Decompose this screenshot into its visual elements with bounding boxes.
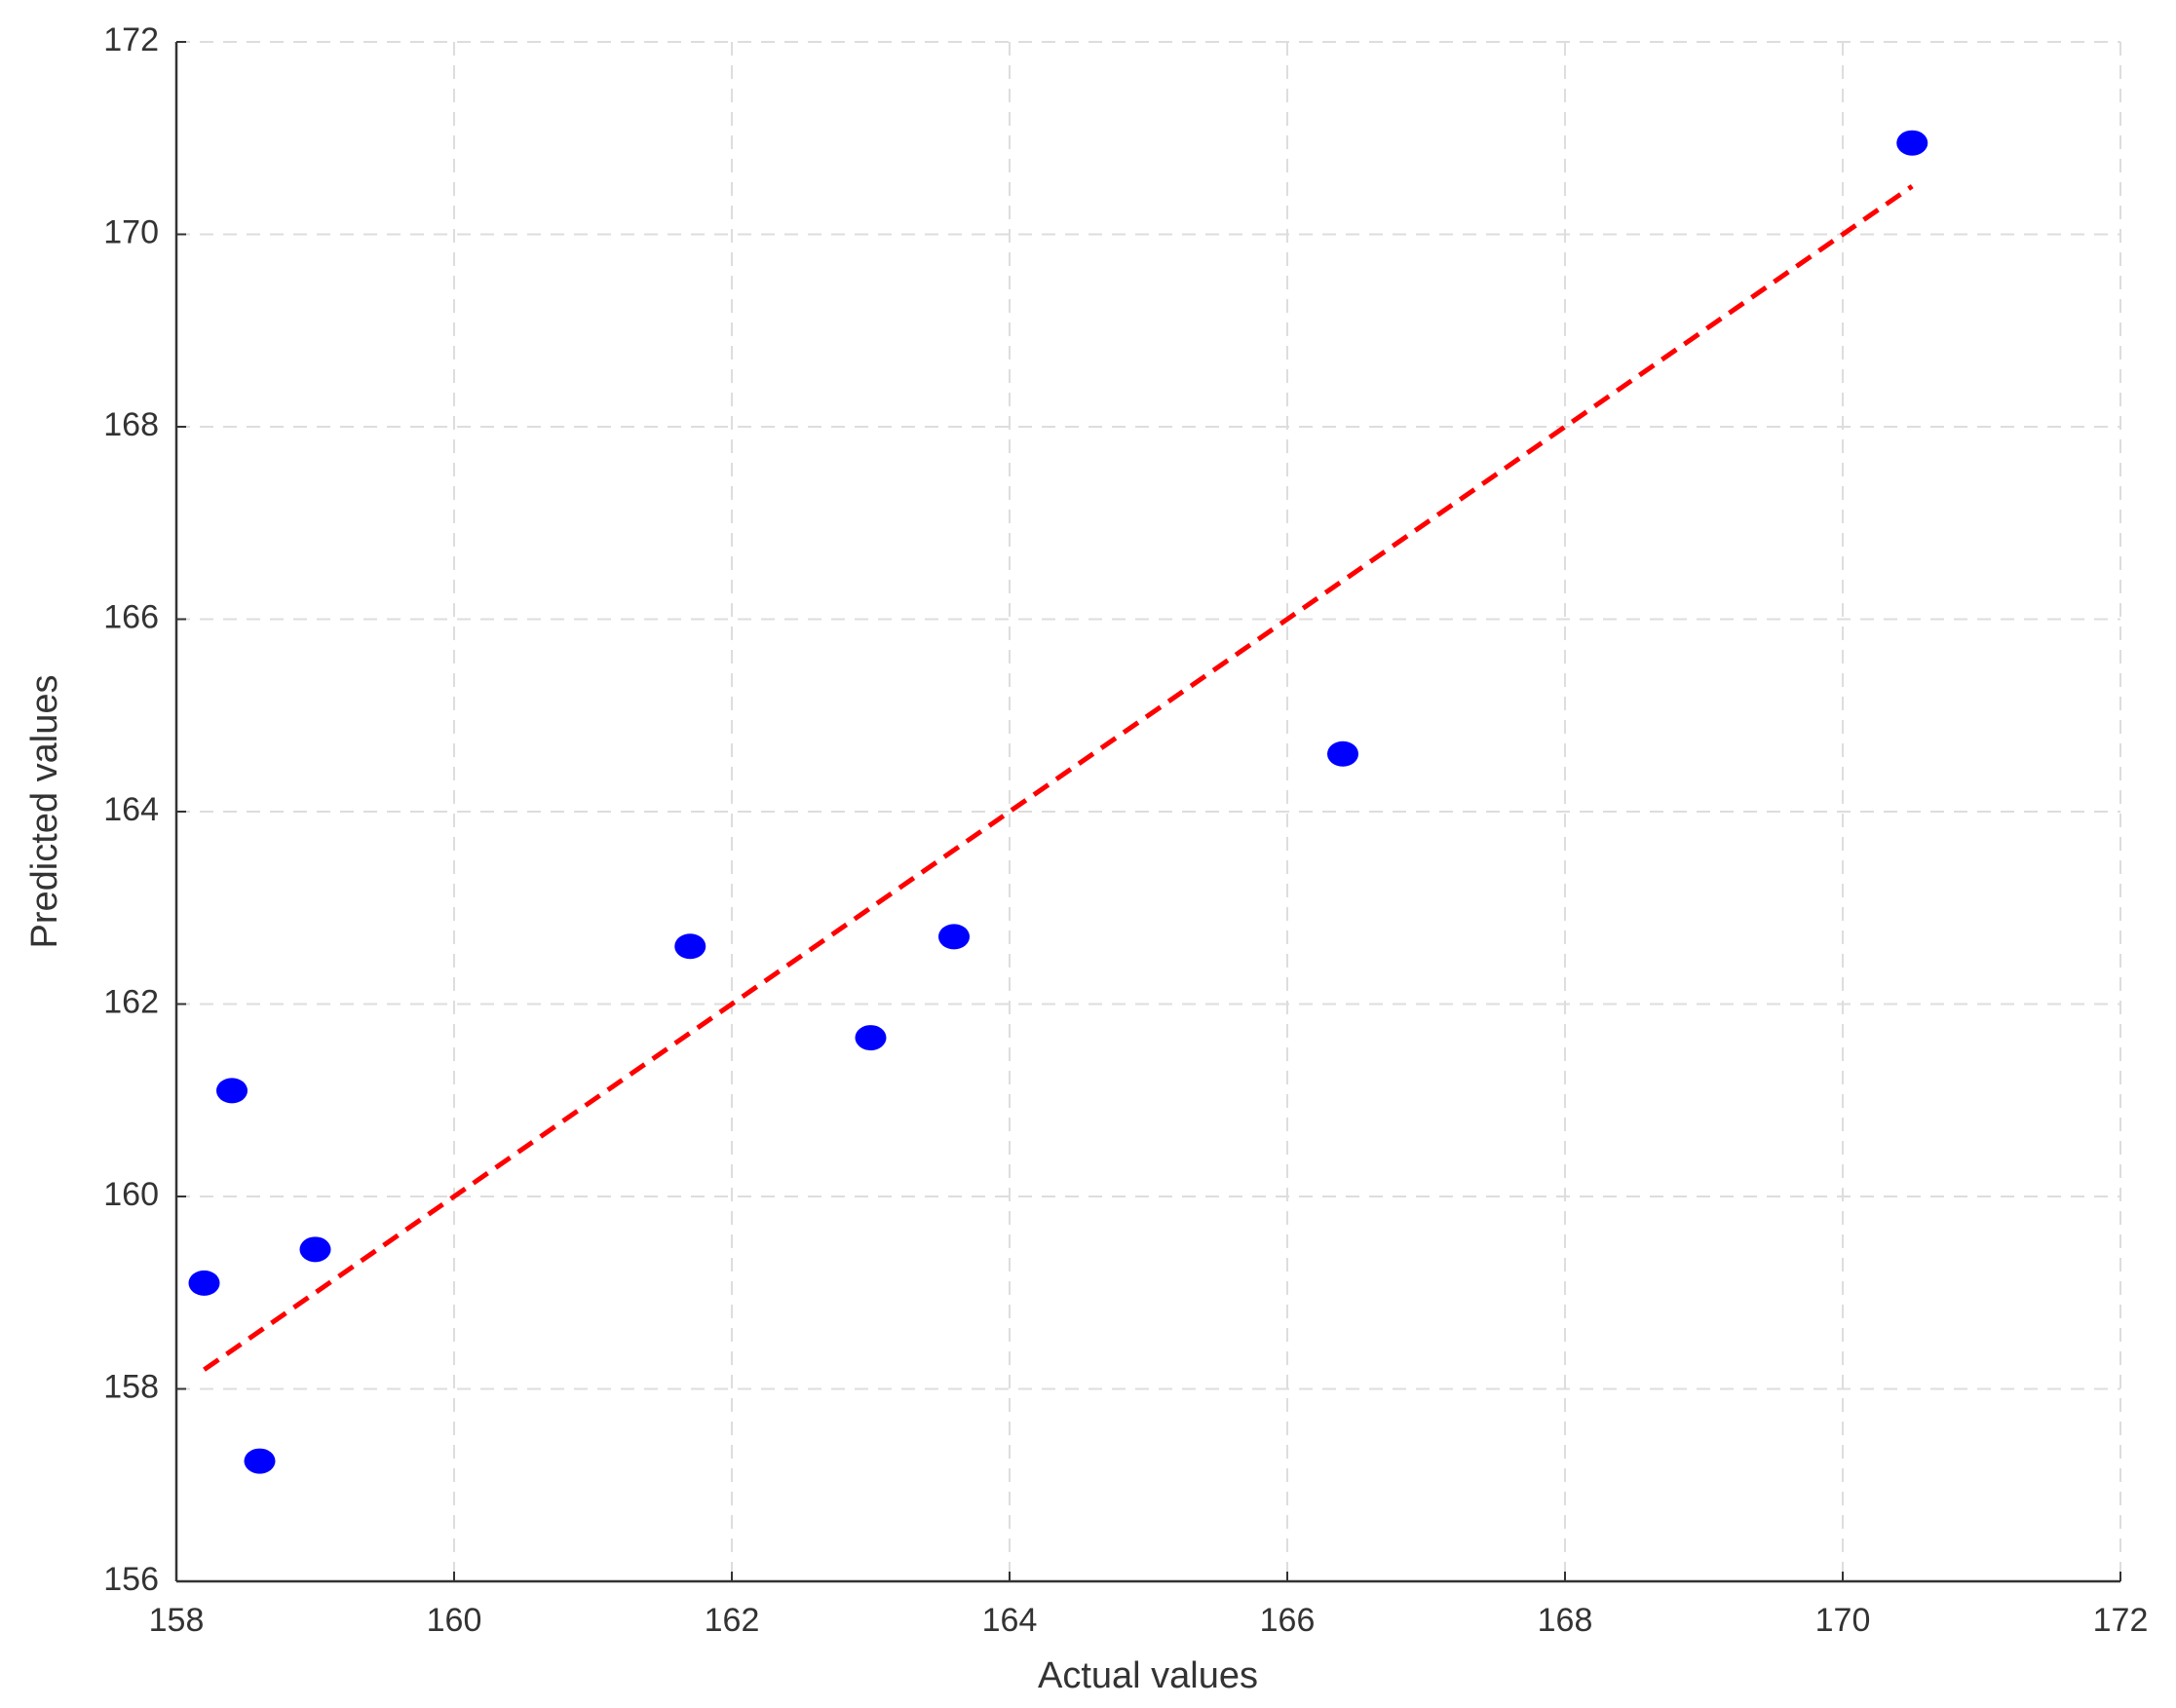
point bbox=[674, 933, 706, 960]
point bbox=[299, 1236, 331, 1263]
x-tick-label: 170 bbox=[1815, 1602, 1871, 1639]
y-tick-label: 158 bbox=[103, 1368, 159, 1405]
y-tick-label: 162 bbox=[103, 983, 159, 1020]
fit-line bbox=[203, 184, 1914, 1372]
point bbox=[855, 1025, 887, 1051]
y-tick-label: 160 bbox=[103, 1176, 159, 1213]
point bbox=[188, 1270, 220, 1296]
y-tick-label: 170 bbox=[103, 213, 159, 250]
point bbox=[1896, 130, 1928, 156]
y-axis-title: Predicted values bbox=[24, 675, 65, 949]
x-tick-label: 164 bbox=[982, 1602, 1038, 1639]
x-tick-label: 158 bbox=[149, 1602, 205, 1639]
point bbox=[938, 924, 970, 950]
y-tick-label: 172 bbox=[103, 21, 159, 58]
y-tick-label: 164 bbox=[103, 791, 159, 828]
x-tick-label: 162 bbox=[705, 1602, 760, 1639]
point bbox=[244, 1448, 276, 1474]
x-tick-label: 166 bbox=[1260, 1602, 1316, 1639]
x-tick-label: 168 bbox=[1538, 1602, 1593, 1639]
point bbox=[1327, 740, 1358, 767]
y-tick-label: 166 bbox=[103, 598, 159, 635]
y-tick-label: 156 bbox=[103, 1561, 159, 1598]
y-tick-label: 168 bbox=[103, 406, 159, 443]
x-axis-title: Actual values bbox=[1038, 1655, 1258, 1696]
x-tick-label: 172 bbox=[2093, 1602, 2149, 1639]
point bbox=[216, 1078, 248, 1104]
x-tick-label: 160 bbox=[427, 1602, 482, 1639]
